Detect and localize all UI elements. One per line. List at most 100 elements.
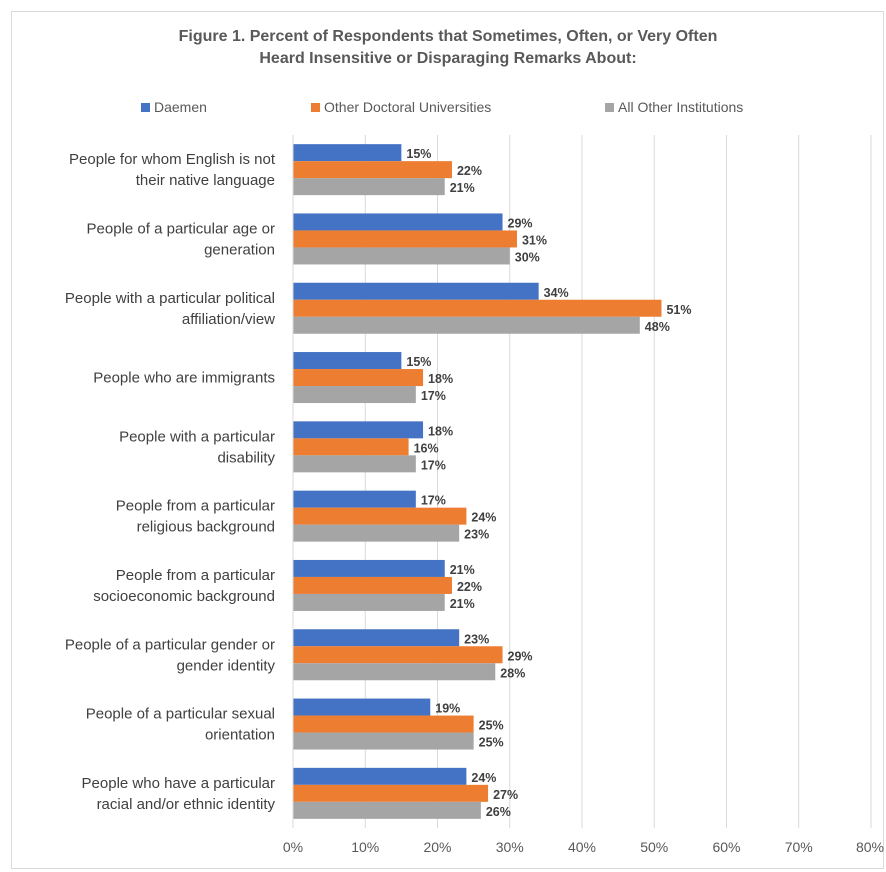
data-label-10-series-1: 24% [471,771,496,785]
data-label-5-series-3: 17% [421,458,446,472]
data-label-1-series-3: 21% [450,181,475,195]
category-label-8-line-2: gender identity [177,657,276,674]
bar-7-series-2 [293,576,452,594]
category-label-5-line-1: People with a particular [119,428,275,445]
bar-6-series-3 [293,524,460,542]
legend-item-daemen: Daemen [141,99,207,115]
bar-6-series-2 [293,507,467,525]
bar-4-series-3 [293,386,416,404]
bar-5-series-3 [293,455,416,473]
data-label-9-series-3: 25% [479,736,504,750]
chart-title-line-1: Figure 1. Percent of Respondents that So… [178,28,718,45]
data-label-5-series-1: 18% [428,424,453,438]
x-tick-label-0: 0% [283,839,303,855]
data-label-10-series-3: 26% [486,805,511,819]
category-label-2-line-2: generation [204,241,275,258]
bar-7-series-1 [293,559,445,577]
category-label-10-line-2: racial and/or ethnic identity [97,796,276,813]
legend-swatch-other-doctoral [311,102,320,112]
bar-2-series-1 [293,213,503,231]
data-label-9-series-1: 19% [435,702,460,716]
bar-4-series-1 [293,352,402,370]
bar-5-series-2 [293,438,409,456]
data-label-1-series-1: 15% [406,147,431,161]
bar-4-series-2 [293,369,424,387]
bar-8-series-3 [293,663,496,681]
category-label-3-line-1: People with a particular political [65,290,275,307]
legend-item-all-other: All Other Institutions [605,99,743,115]
bar-3-series-3 [293,316,640,334]
category-label-4-line-1: People who are immigrants [93,370,275,387]
bar-9-series-1 [293,698,431,716]
data-label-2-series-1: 29% [508,216,533,230]
data-label-6-series-3: 23% [464,528,489,542]
data-label-7-series-1: 21% [450,563,475,577]
legend-swatch-all-other [605,102,614,112]
data-label-5-series-2: 16% [414,441,439,455]
category-label-10-line-1: People who have a particular [82,775,275,792]
legend-swatch-daemen [141,102,150,112]
category-label-3-line-2: affiliation/view [182,311,275,328]
bar-6-series-1 [293,490,416,508]
data-label-2-series-2: 31% [522,233,547,247]
category-label-7-line-1: People from a particular [116,567,275,584]
bar-10-series-3 [293,801,481,819]
data-label-10-series-2: 27% [493,788,518,802]
data-label-2-series-3: 30% [515,250,540,264]
data-label-4-series-1: 15% [406,355,431,369]
data-label-8-series-2: 29% [508,649,533,663]
data-label-3-series-1: 34% [544,286,569,300]
bar-2-series-3 [293,247,510,265]
legend-label-all-other: All Other Institutions [618,99,744,115]
category-label-1-line-1: People for whom English is not [69,151,276,168]
category-label-8-line-1: People of a particular gender or [65,636,275,653]
category-label-6-line-2: religious background [137,519,275,536]
bar-5-series-1 [293,421,424,439]
x-tick-label-40: 40% [568,839,596,855]
bar-10-series-1 [293,767,467,785]
category-label-6-line-1: People from a particular [116,498,275,515]
bar-3-series-1 [293,282,539,300]
x-tick-label-80: 80% [856,839,884,855]
category-label-1-line-2: their native language [136,172,275,189]
data-label-3-series-3: 48% [645,320,670,334]
x-tick-label-10: 10% [351,839,379,855]
bar-2-series-2 [293,230,517,248]
data-label-7-series-2: 22% [457,580,482,594]
bar-1-series-1 [293,144,402,162]
bar-1-series-2 [293,161,452,179]
category-label-5-line-2: disability [217,449,275,466]
data-label-9-series-2: 25% [479,719,504,733]
bar-10-series-2 [293,784,489,802]
legend-item-other-doctoral: Other Doctoral Universities [311,99,491,115]
legend-label-daemen: Daemen [154,99,207,115]
data-label-7-series-3: 21% [450,597,475,611]
bar-1-series-3 [293,178,445,196]
bar-8-series-2 [293,646,503,664]
x-tick-label-50: 50% [640,839,668,855]
data-label-1-series-2: 22% [457,164,482,178]
data-label-4-series-3: 17% [421,389,446,403]
category-label-2-line-1: People of a particular age or [87,220,275,237]
x-tick-label-20: 20% [423,839,451,855]
chart-legend: Daemen Other Doctoral Universities All O… [0,99,886,119]
category-label-7-line-2: socioeconomic background [93,588,275,605]
bar-3-series-2 [293,299,662,317]
chart-title: Figure 1. Percent of Respondents that So… [11,26,885,70]
bar-9-series-3 [293,732,474,750]
category-label-9-line-1: People of a particular sexual [86,706,275,723]
data-label-3-series-2: 51% [666,303,691,317]
x-tick-label-70: 70% [785,839,813,855]
data-label-8-series-1: 23% [464,632,489,646]
bar-8-series-1 [293,629,460,647]
data-label-6-series-2: 24% [471,511,496,525]
x-tick-label-60: 60% [712,839,740,855]
data-label-4-series-2: 18% [428,372,453,386]
data-label-6-series-1: 17% [421,494,446,508]
legend-label-other-doctoral: Other Doctoral Universities [324,99,492,115]
category-label-9-line-2: orientation [205,727,275,744]
bar-7-series-3 [293,593,445,611]
x-tick-label-30: 30% [496,839,524,855]
data-label-8-series-3: 28% [500,666,525,680]
